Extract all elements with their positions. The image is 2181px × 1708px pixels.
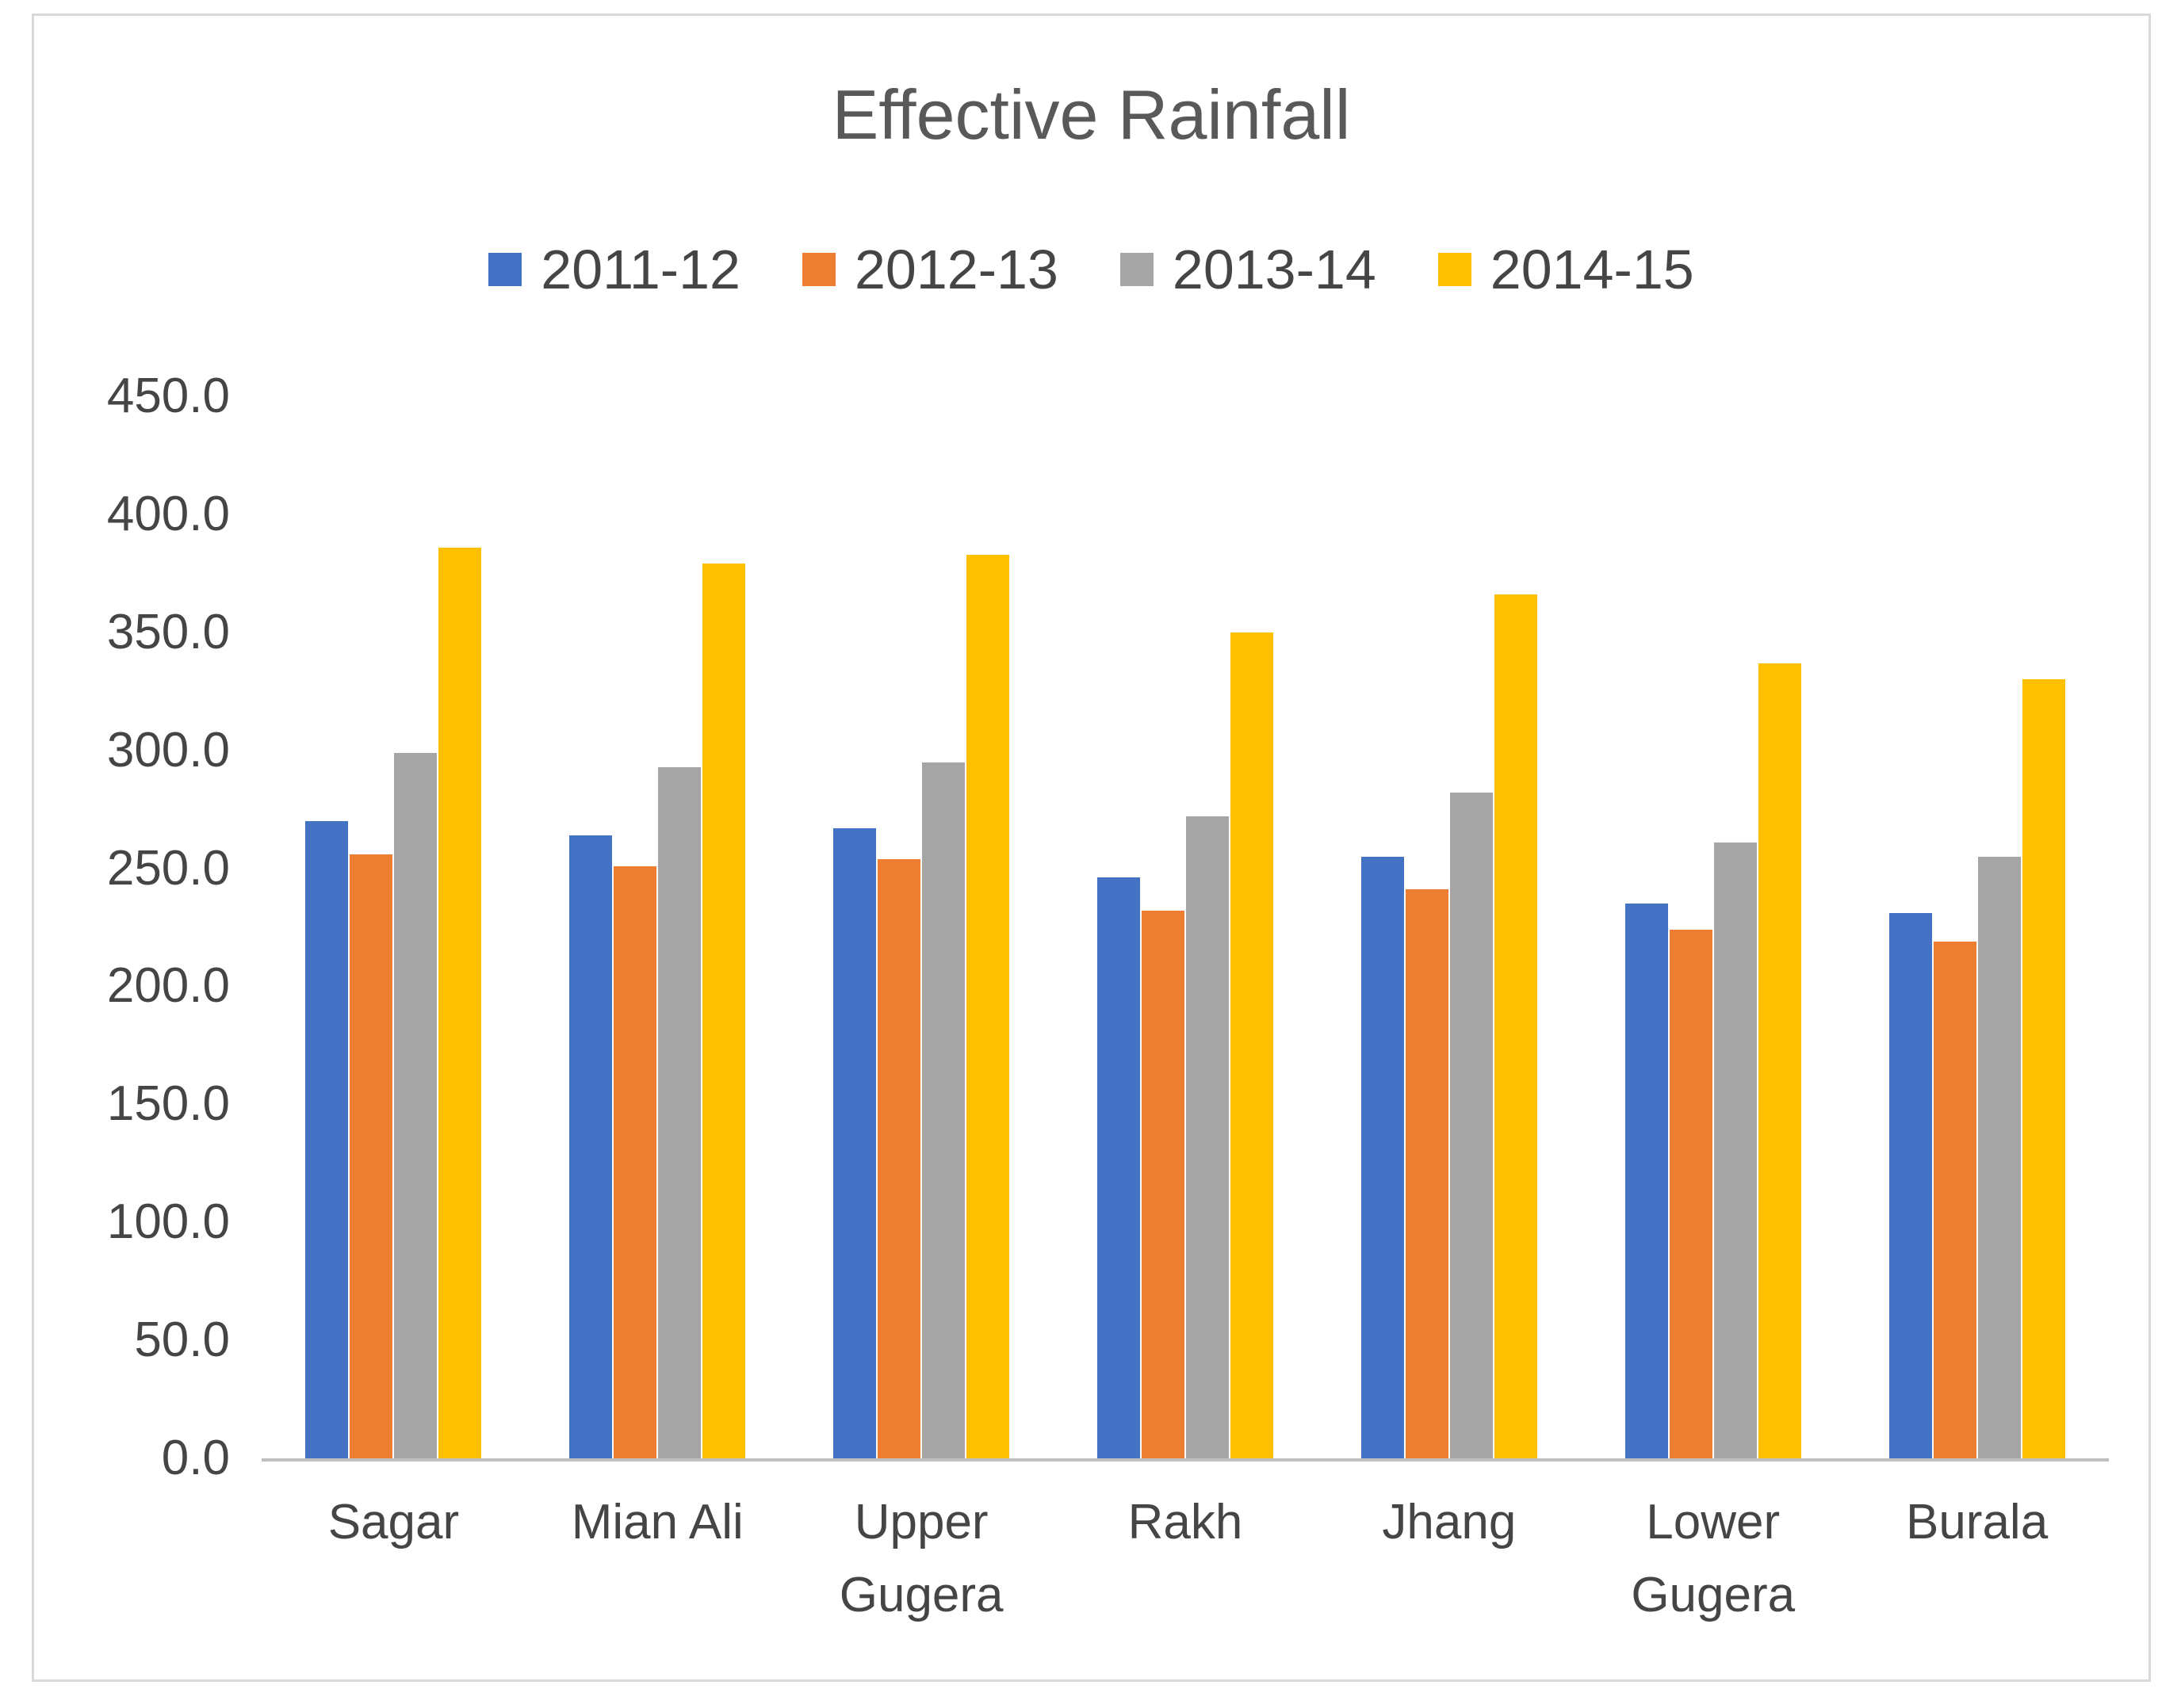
bar-group-Jhang [1317, 396, 1581, 1458]
bar-2011-12 [1624, 904, 1668, 1458]
legend-swatch-2014-15 [1437, 253, 1471, 286]
bar-2011-12 [1360, 856, 1404, 1458]
x-category-label: Lower Gugera [1631, 1495, 1796, 1622]
bar-2013-14 [1713, 842, 1757, 1458]
y-tick-label: 250.0 [106, 840, 230, 896]
bar-2013-14 [658, 766, 702, 1458]
y-tick-label: 200.0 [106, 958, 230, 1014]
legend: 2011-12 2012-13 2013-14 2014-15 [34, 238, 2148, 301]
legend-swatch-2013-14 [1119, 253, 1154, 286]
bar-2012-13 [1669, 929, 1712, 1458]
legend-label: 2013-14 [1172, 239, 1376, 300]
bar-group-Mian Ali [526, 396, 790, 1458]
bar-2011-12 [305, 821, 349, 1458]
bar-group-Sagar [262, 396, 526, 1458]
y-tick-label: 400.0 [106, 486, 230, 541]
chart-title: Effective Rainfall [832, 75, 1351, 154]
plot-area [262, 396, 2109, 1462]
bar-2014-15 [2022, 679, 2065, 1458]
y-tick-label: 100.0 [106, 1194, 230, 1250]
bar-2012-13 [1405, 889, 1448, 1458]
chart-frame: Effective Rainfall 2011-12 2012-13 2013-14… [32, 13, 2151, 1682]
legend-swatch-2012-13 [802, 253, 836, 286]
bar-2014-15 [702, 564, 746, 1458]
bar-2014-15 [438, 547, 482, 1458]
bar-2011-12 [1097, 877, 1140, 1458]
bar-2012-13 [1142, 911, 1184, 1458]
bar-2012-13 [878, 858, 921, 1458]
bar-2013-14 [1449, 793, 1493, 1458]
legend-item: 2012-13 [802, 242, 1058, 297]
legend-item: 2014-15 [1437, 239, 1694, 300]
bar-2012-13 [350, 854, 393, 1458]
bar-2014-15 [1230, 632, 1273, 1458]
legend-label: 2012-13 [854, 239, 1058, 300]
y-tick-label: 350.0 [106, 604, 230, 659]
legend-swatch-2011-12 [488, 253, 522, 286]
bar-2013-14 [922, 762, 966, 1458]
bar-group-Lower Gugera [1581, 396, 1845, 1458]
bar-group-Upper Gugera [790, 396, 1054, 1458]
bar-2012-13 [1933, 941, 1976, 1458]
y-tick-label: 150.0 [106, 1076, 230, 1132]
bar-2011-12 [833, 827, 877, 1458]
bar-2011-12 [569, 835, 613, 1458]
x-axis: Sagar Mian Ali Upper Gugera Rakh Jhang Lower … [262, 1486, 2109, 1632]
bar-2014-15 [1494, 594, 1537, 1458]
x-category-label: Mian Ali [571, 1495, 744, 1549]
bar-2014-15 [1758, 663, 1801, 1458]
bar-group-Burala [1845, 396, 2109, 1458]
y-tick-label: 0.0 [161, 1431, 230, 1485]
y-tick-label: 50.0 [134, 1313, 230, 1368]
x-category-label: Sagar [327, 1495, 460, 1549]
y-tick-label: 300.0 [106, 722, 230, 778]
bar-2012-13 [614, 865, 657, 1458]
legend-label: 2014-15 [1490, 239, 1694, 300]
legend-item: 2011-12 [488, 242, 740, 297]
x-category-label: Upper Gugera [839, 1495, 1004, 1622]
bar-2011-12 [1888, 913, 1932, 1458]
bar-2013-14 [1977, 856, 2021, 1458]
x-category-label: Rakh [1127, 1495, 1243, 1549]
x-category-label: Burala [1905, 1495, 2049, 1549]
bar-2013-14 [1186, 816, 1229, 1458]
bar-2013-14 [394, 752, 438, 1458]
legend-item: 2013-14 [1119, 239, 1376, 300]
y-tick-label: 450.0 [106, 369, 230, 423]
bar-group-Rakh [1054, 396, 1318, 1458]
x-category-label: Jhang [1382, 1495, 1517, 1549]
legend-label: 2011-12 [541, 239, 740, 300]
bar-2014-15 [966, 554, 1010, 1458]
